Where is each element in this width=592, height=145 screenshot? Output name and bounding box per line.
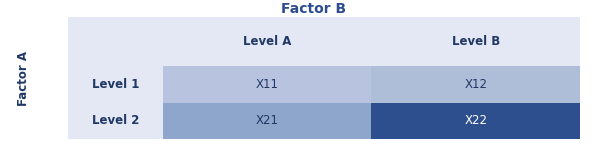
Text: Factor A: Factor A [17, 51, 30, 106]
Text: Level 2: Level 2 [92, 114, 139, 127]
Bar [68, 66, 163, 103]
Bar [372, 103, 580, 139]
Bar [372, 17, 580, 66]
Text: Factor B: Factor B [281, 2, 346, 16]
Bar [372, 66, 580, 103]
Text: X12: X12 [464, 78, 487, 91]
Text: Level A: Level A [243, 35, 291, 48]
Bar [68, 103, 163, 139]
Text: X21: X21 [256, 114, 279, 127]
Text: X11: X11 [256, 78, 279, 91]
Bar [163, 66, 372, 103]
Text: Level 1: Level 1 [92, 78, 139, 91]
Bar [163, 103, 372, 139]
Text: X22: X22 [464, 114, 487, 127]
Bar [163, 17, 372, 66]
Bar [68, 17, 163, 66]
Text: Level B: Level B [452, 35, 500, 48]
